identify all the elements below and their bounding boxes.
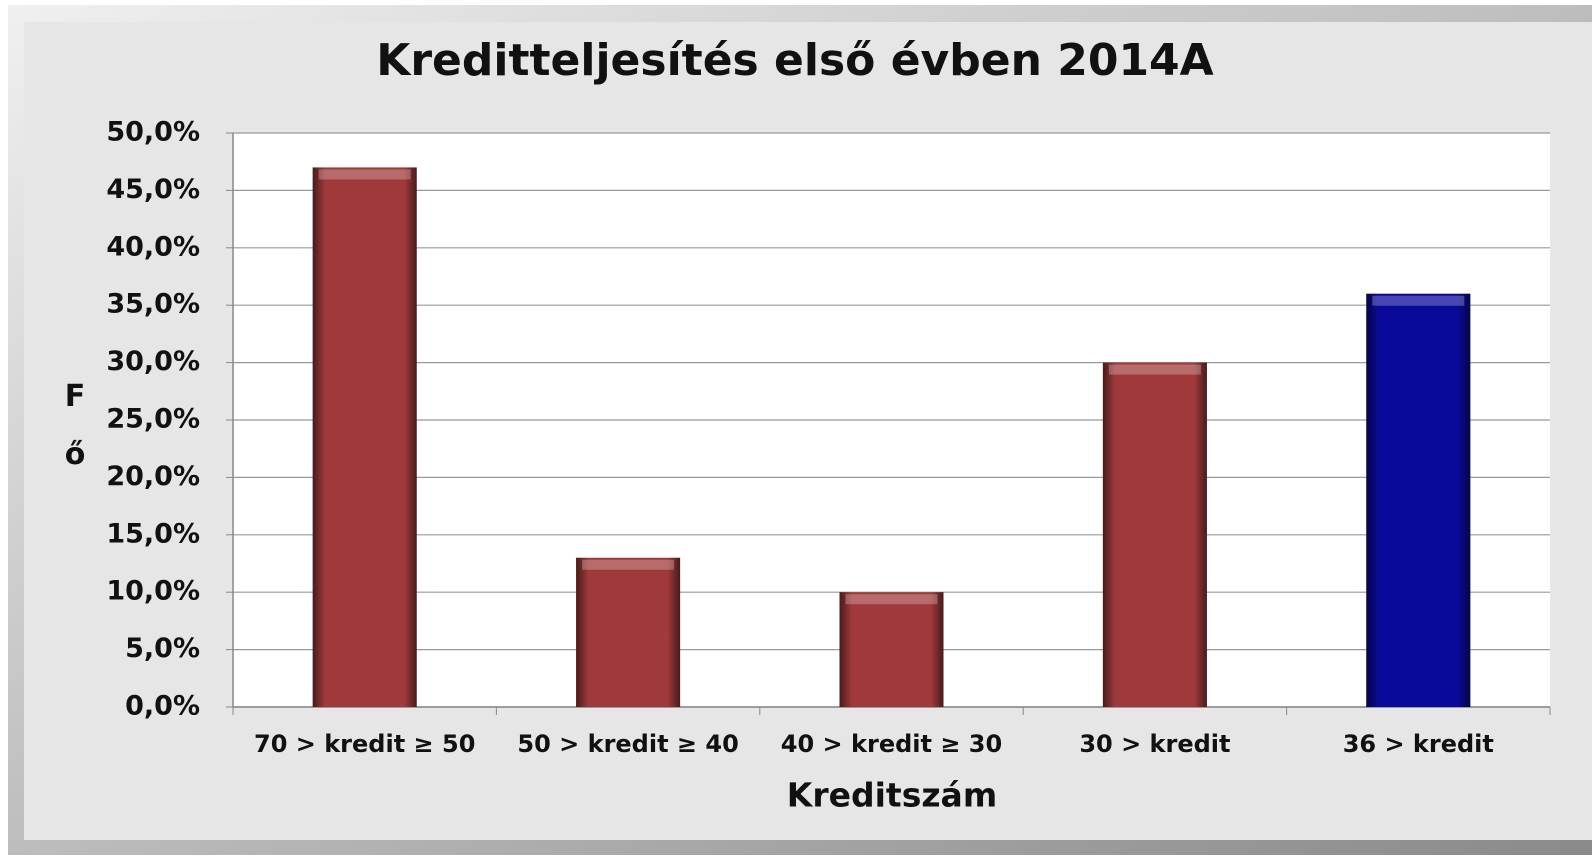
chart-title: Kreditteljesítés első évben 2014A [376,35,1213,86]
y-tick-label: 0,0% [125,691,200,722]
x-tick-label: 70 > kredit ≥ 50 [254,730,475,758]
y-tick-label: 30,0% [106,346,200,377]
y-tick-label: 25,0% [106,404,200,435]
x-tick-label: 40 > kredit ≥ 30 [781,730,1002,758]
y-tick-label: 20,0% [106,461,200,492]
y-tick-label: 50,0% [106,117,200,148]
bar-highlight [1372,295,1465,306]
bar-shade [312,167,417,707]
bar-highlight [1108,364,1201,375]
bar-highlight [845,594,938,605]
x-axis-label: Kreditszám [787,776,997,815]
y-tick-label: 5,0% [125,633,200,664]
x-tick-label: 36 > kredit [1343,730,1494,758]
x-tick-label: 30 > kredit [1079,730,1230,758]
bar-shade [839,592,944,707]
y-tick-label: 10,0% [106,576,200,607]
bar-shade [1102,362,1207,707]
bar-shade [576,557,681,707]
bar-highlight [318,169,411,180]
bar-shade [1366,293,1471,707]
bar-highlight [582,559,675,570]
y-tick-label: 40,0% [106,231,200,262]
y-tick-label: 35,0% [106,289,200,320]
x-tick-label: 50 > kredit ≥ 40 [517,730,738,758]
y-tick-label: 15,0% [106,518,200,549]
y-tick-label: 45,0% [106,174,200,205]
